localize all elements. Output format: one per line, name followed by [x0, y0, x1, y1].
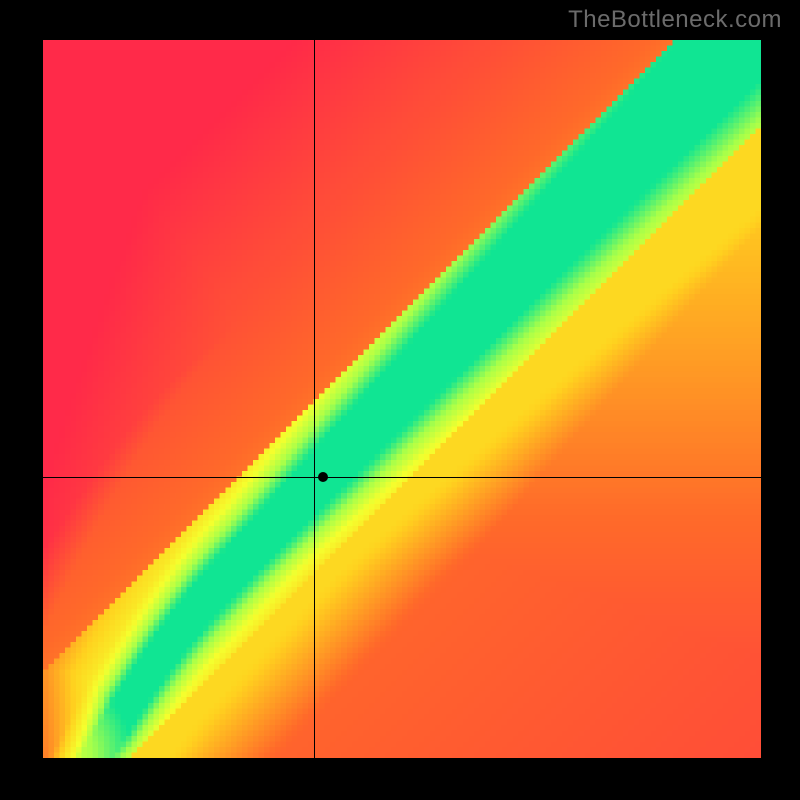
frame: TheBottleneck.com [0, 0, 800, 800]
watermark: TheBottleneck.com [568, 6, 782, 34]
heatmap-canvas [43, 40, 761, 758]
crosshair-horizontal [43, 477, 761, 478]
crosshair-vertical [314, 40, 315, 758]
marker-dot [318, 472, 328, 482]
plot-area [43, 40, 761, 758]
